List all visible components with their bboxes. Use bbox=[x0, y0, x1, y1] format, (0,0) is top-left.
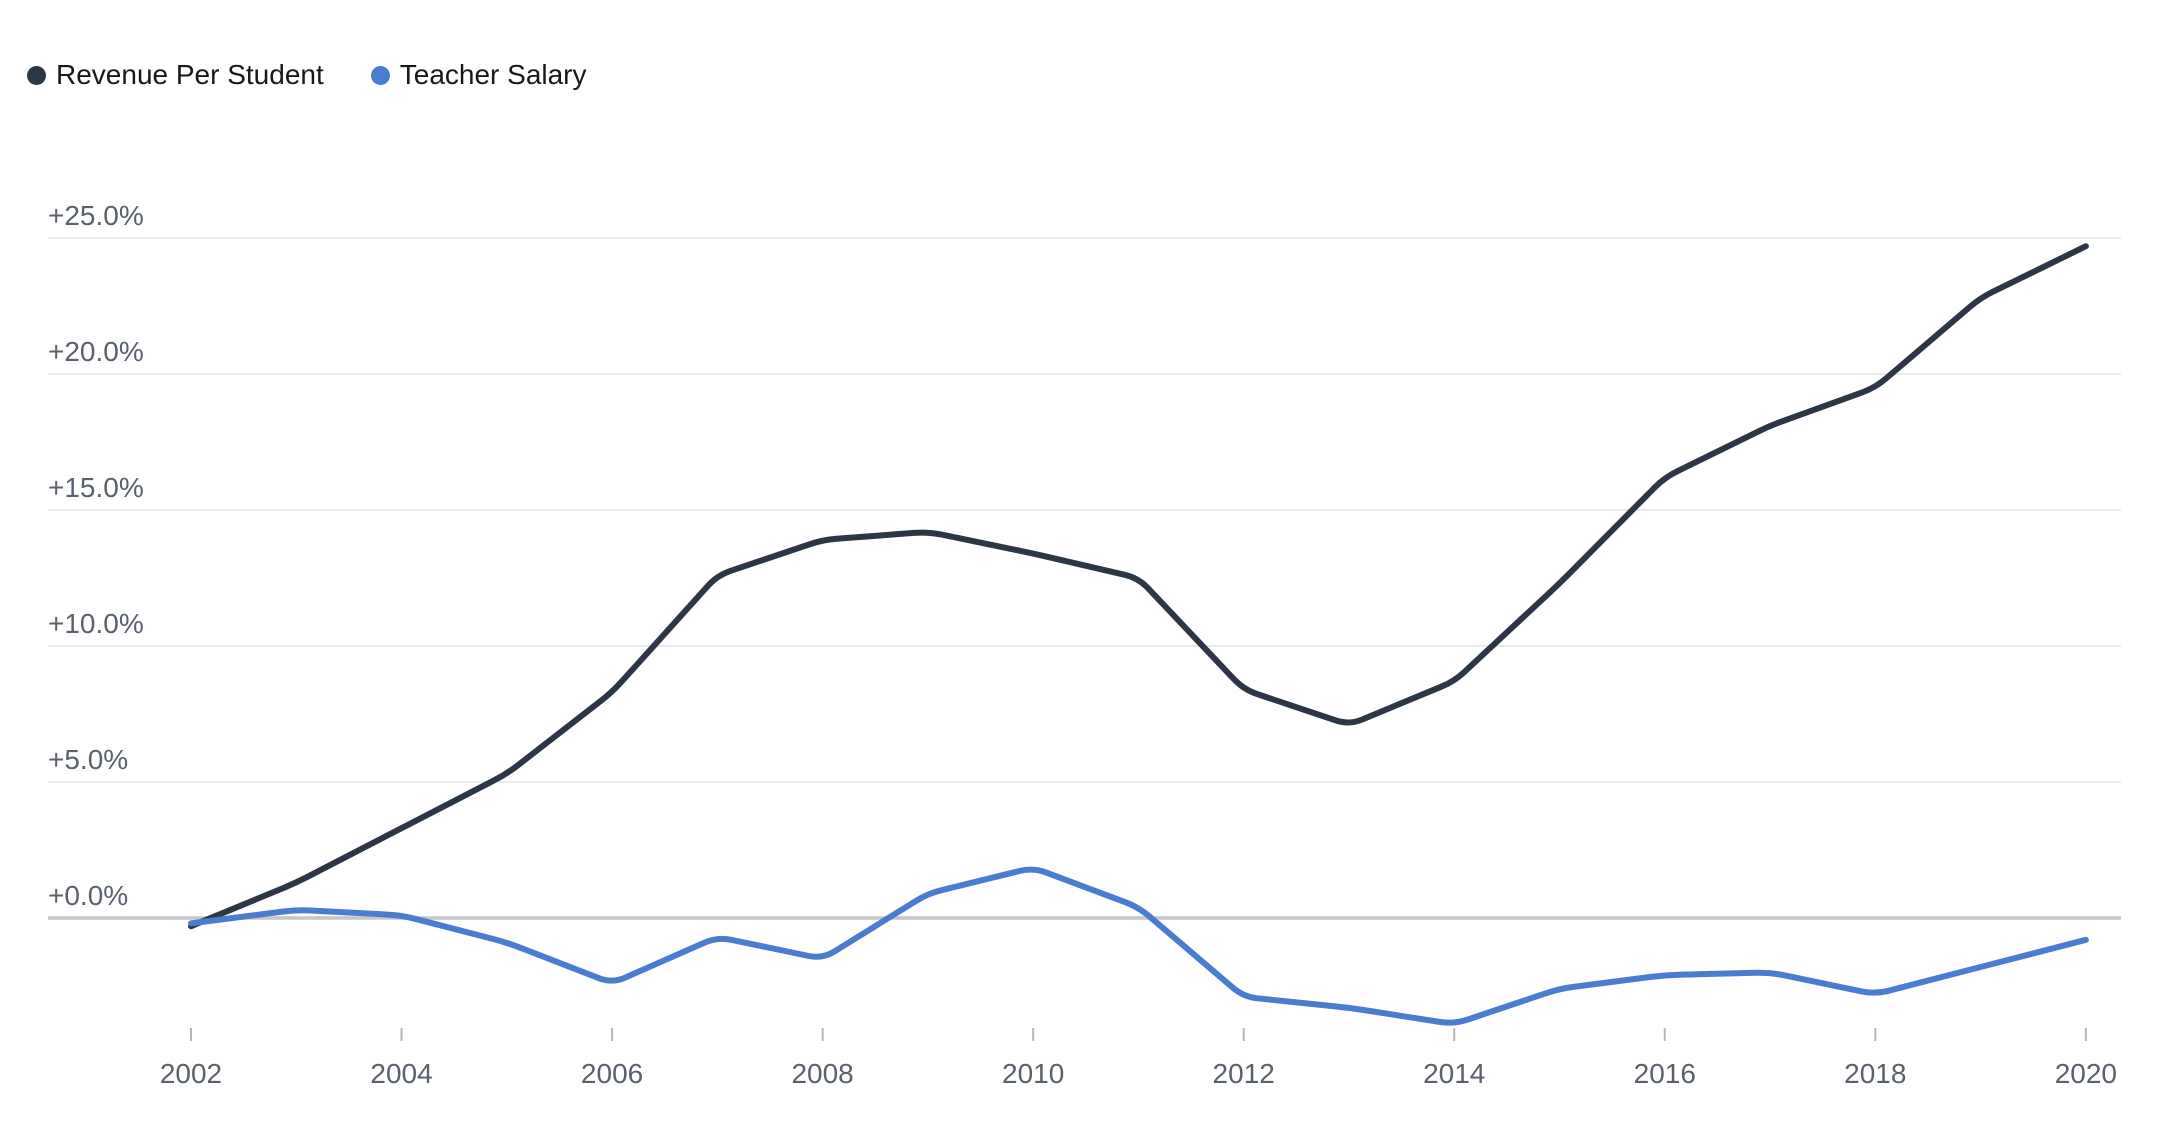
x-tick-label: 2004 bbox=[370, 1058, 432, 1089]
legend-label: Teacher Salary bbox=[399, 59, 587, 90]
y-tick-label: +0.0% bbox=[48, 880, 128, 911]
y-tick-label: +25.0% bbox=[48, 200, 144, 231]
revenue-series-color-dot bbox=[27, 65, 46, 85]
x-tick-label: 2014 bbox=[1423, 1058, 1485, 1089]
teacher-salary-line bbox=[188, 866, 2089, 1026]
x-tick-label: 2008 bbox=[791, 1058, 853, 1089]
x-tick-label: 2018 bbox=[1844, 1058, 1906, 1089]
y-tick-label: +15.0% bbox=[48, 472, 144, 503]
legend-item-teacher-salary[interactable]: Teacher Salary bbox=[370, 58, 587, 92]
y-tick-label: +10.0% bbox=[48, 608, 144, 639]
y-tick-label: +5.0% bbox=[48, 744, 128, 775]
x-tick-label: 2016 bbox=[1634, 1058, 1696, 1089]
salary-series-color-dot bbox=[370, 65, 390, 85]
x-tick-label: 2006 bbox=[581, 1058, 643, 1089]
x-axis-ticks bbox=[190, 1028, 2087, 1041]
x-tick-label: 2012 bbox=[1213, 1058, 1275, 1089]
x-tick-label: 2010 bbox=[1002, 1058, 1064, 1089]
x-tick-label: 2020 bbox=[2055, 1058, 2117, 1089]
series-lines bbox=[188, 243, 2089, 1026]
y-tick-label: +20.0% bbox=[48, 336, 144, 367]
gridlines bbox=[48, 237, 2121, 920]
x-tick-label: 2002 bbox=[160, 1058, 222, 1089]
revenue-per-student-line bbox=[188, 243, 2089, 930]
legend-item-revenue-per-student[interactable]: Revenue Per Student bbox=[27, 58, 324, 92]
y-axis-labels: +0.0% +5.0% +10.0% +15.0% +20.0% +25.0% bbox=[48, 200, 144, 911]
x-axis-labels: 2002 2004 2006 2008 2010 2012 2014 2016 2018 2020 bbox=[160, 1058, 2117, 1089]
chart-legend: Revenue Per Student Teacher Salary bbox=[27, 58, 587, 92]
legend-label: Revenue Per Student bbox=[56, 59, 324, 90]
